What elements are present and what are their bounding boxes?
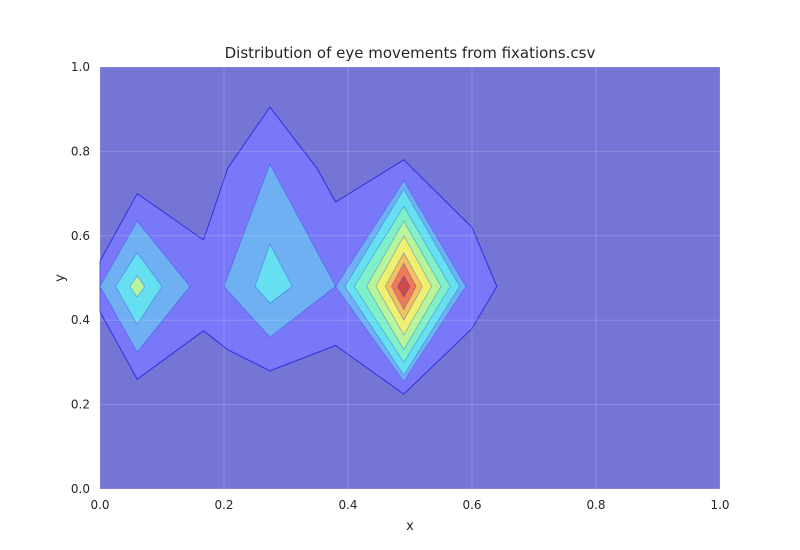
contour-level-3-region-2	[254, 243, 293, 304]
y-tick-label: 0.4	[71, 313, 90, 327]
x-tick-label: 1.0	[710, 498, 729, 512]
y-axis-label: y	[53, 274, 68, 282]
y-tick-label: 0.0	[71, 482, 90, 496]
y-tick-label: 0.2	[71, 398, 90, 412]
x-tick-label: 0.8	[586, 498, 605, 512]
grid	[99, 66, 721, 490]
y-tick-labels: 0.0 0.2 0.4 0.6 0.8 1.0	[71, 60, 90, 496]
contour-level-2-region-2	[223, 163, 336, 338]
x-tick-labels: 0.0 0.2 0.4 0.6 0.8 1.0	[90, 498, 729, 512]
contour-layer	[99, 106, 498, 395]
x-tick-label: 0.2	[214, 498, 233, 512]
y-tick-label: 0.6	[71, 229, 90, 243]
x-tick-label: 0.6	[462, 498, 481, 512]
chart-title: Distribution of eye movements from fixat…	[225, 44, 596, 62]
x-tick-label: 0.4	[338, 498, 357, 512]
contour-level-9-region-1	[397, 275, 411, 298]
y-tick-label: 1.0	[71, 60, 90, 74]
contour-level-5-region-1	[129, 275, 145, 298]
x-axis-label: x	[406, 519, 414, 534]
x-tick-label: 0.0	[90, 498, 109, 512]
y-tick-label: 0.8	[71, 144, 90, 158]
